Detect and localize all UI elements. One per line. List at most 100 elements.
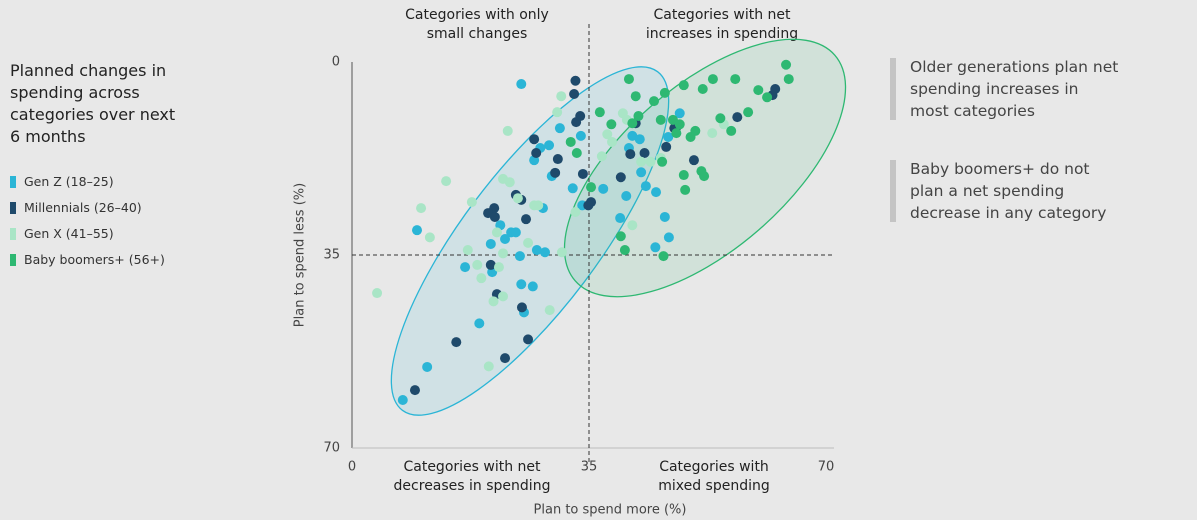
point (493, 262, 504, 273)
legend-item: Baby boomers+ (56+) (10, 252, 165, 267)
annotation-bar (890, 58, 896, 120)
point (476, 273, 487, 284)
point (510, 227, 521, 238)
point (707, 128, 718, 139)
point (753, 85, 764, 96)
quadrant-label: Categories with only small changes (405, 7, 549, 42)
series (397, 79, 685, 406)
point (781, 59, 792, 70)
legend-label: Millennials (26–40) (24, 200, 142, 215)
point (544, 305, 555, 316)
point (571, 147, 582, 158)
point (485, 238, 496, 249)
x-tick-label: 35 (581, 460, 598, 475)
point (565, 136, 576, 147)
point (594, 107, 605, 118)
point (630, 91, 641, 102)
point (680, 184, 691, 195)
point (441, 176, 452, 187)
point (783, 74, 794, 85)
series (409, 75, 781, 396)
series (565, 59, 794, 262)
point (659, 87, 670, 98)
point (678, 80, 689, 91)
point (661, 141, 672, 152)
annotation: Older generations plan net spending incr… (890, 56, 1120, 122)
point (529, 134, 540, 145)
point (544, 140, 555, 151)
point (625, 149, 636, 160)
point (627, 220, 638, 231)
point (570, 206, 581, 217)
point (372, 288, 383, 299)
point (671, 128, 682, 139)
annotation: Baby boomers+ do not plan a net spending… (890, 158, 1120, 224)
point (615, 213, 626, 224)
point (583, 200, 594, 211)
point (627, 118, 638, 129)
point (645, 156, 656, 167)
point (699, 171, 710, 182)
point (657, 156, 668, 167)
point (472, 259, 483, 270)
point (615, 231, 626, 242)
point (663, 131, 674, 142)
point (416, 203, 427, 214)
point (502, 125, 513, 136)
point (533, 200, 544, 211)
point (663, 232, 674, 243)
x-tick-label: 0 (348, 460, 356, 475)
annotation-text: Baby boomers+ do not plan a net spending… (910, 160, 1107, 222)
quadrant-label: Categories with net decreases in spendin… (393, 459, 551, 494)
point (527, 281, 538, 292)
point (674, 108, 685, 119)
point (659, 211, 670, 222)
annotation-bar (890, 160, 896, 222)
legend-item: Millennials (26–40) (10, 200, 142, 215)
point (554, 123, 565, 134)
y-tick-label: 0 (332, 55, 340, 70)
point (639, 147, 650, 158)
y-axis-label: Plan to spend less (%) (293, 183, 308, 327)
point (690, 125, 701, 136)
point (640, 181, 651, 192)
x-tick-label: 70 (818, 460, 835, 475)
point (460, 262, 471, 273)
point (586, 182, 597, 193)
point (621, 190, 632, 201)
point (707, 74, 718, 85)
legend-swatch (10, 201, 16, 214)
point (596, 151, 607, 162)
point (651, 187, 662, 198)
point (552, 154, 563, 165)
point (462, 245, 473, 256)
legend-swatch (10, 253, 16, 266)
point (514, 251, 525, 262)
point (491, 227, 502, 238)
point (615, 172, 626, 183)
point (523, 334, 534, 345)
point (500, 353, 511, 364)
point (697, 84, 708, 95)
y-tick-label: 35 (323, 248, 340, 263)
point (732, 112, 743, 123)
point (451, 337, 462, 348)
point (466, 197, 477, 208)
series (372, 91, 729, 372)
point (570, 75, 581, 86)
point (552, 107, 563, 118)
point (715, 113, 726, 124)
point (743, 107, 754, 118)
quadrant-label: Categories with mixed spending (658, 459, 770, 494)
point (730, 74, 741, 85)
point (516, 302, 527, 313)
legend-swatch (10, 227, 16, 240)
point (531, 147, 542, 158)
point (627, 130, 638, 141)
point (619, 245, 630, 256)
point (483, 361, 494, 372)
point (531, 245, 542, 256)
point (512, 193, 523, 204)
point (539, 247, 550, 258)
